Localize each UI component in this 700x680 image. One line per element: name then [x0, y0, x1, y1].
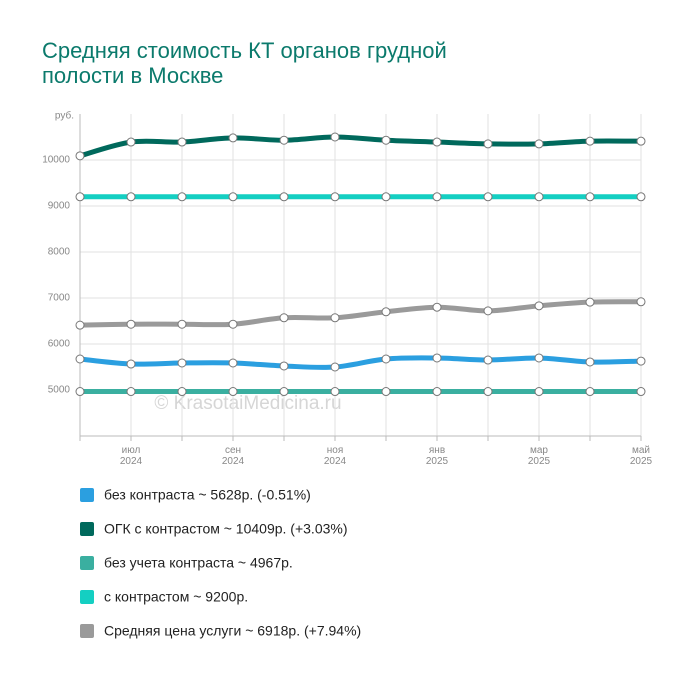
point [279, 313, 289, 323]
legend-swatch [80, 624, 94, 638]
legend-swatch [80, 556, 94, 570]
point [636, 356, 646, 366]
point [483, 192, 493, 202]
point [483, 387, 493, 397]
point [228, 358, 238, 368]
point [330, 362, 340, 372]
point [381, 354, 391, 364]
point [126, 192, 136, 202]
point [381, 307, 391, 317]
legend-label: без контраста ~ 5628р. (-0.51%) [104, 487, 311, 503]
point [177, 319, 187, 329]
point [585, 192, 595, 202]
point [126, 137, 136, 147]
y-tick-label: 5000 [48, 385, 71, 396]
point [75, 387, 85, 397]
legend-label: без учета контраста ~ 4967р. [104, 555, 293, 571]
point [75, 320, 85, 330]
point [483, 139, 493, 149]
point [432, 302, 442, 312]
series-line [77, 355, 644, 370]
point [483, 355, 493, 365]
point [483, 306, 493, 316]
x-tick-label: май 2025 [630, 445, 653, 467]
watermark: © KrasotaiMedicina.ru [154, 393, 341, 414]
point [279, 192, 289, 202]
point [177, 192, 187, 202]
y-tick-label: 7000 [48, 293, 71, 304]
x-tick-label: июл 2024 [120, 445, 143, 467]
legend-swatch [80, 590, 94, 604]
point [75, 192, 85, 202]
point [534, 301, 544, 311]
point [126, 387, 136, 397]
y-tick-label: 6000 [48, 339, 71, 350]
point [228, 192, 238, 202]
x-tick-label: ноя 2024 [324, 445, 347, 467]
point [228, 387, 238, 397]
x-tick-label: янв 2025 [426, 445, 449, 467]
point [381, 135, 391, 145]
point [279, 387, 289, 397]
legend-swatch [80, 522, 94, 536]
point [636, 387, 646, 397]
point [330, 313, 340, 323]
point [534, 139, 544, 149]
legend-label: ОГК с контрастом ~ 10409р. (+3.03%) [104, 521, 348, 537]
point [432, 137, 442, 147]
point [534, 192, 544, 202]
legend-swatch [80, 488, 94, 502]
point [432, 192, 442, 202]
point [75, 151, 85, 161]
point [330, 132, 340, 142]
x-tick-label: сен 2024 [222, 445, 245, 467]
point [534, 387, 544, 397]
series-line [77, 134, 644, 159]
y-axis-label: руб. [55, 110, 74, 122]
point [177, 137, 187, 147]
point [126, 359, 136, 369]
point [228, 319, 238, 329]
y-tick-label: 8000 [48, 247, 71, 258]
point [585, 297, 595, 307]
point [381, 192, 391, 202]
point [279, 361, 289, 371]
point [585, 136, 595, 146]
chart-title: Средняя стоимость КТ органов грудной пол… [42, 38, 447, 88]
point [636, 192, 646, 202]
point [330, 192, 340, 202]
point [585, 387, 595, 397]
point [177, 358, 187, 368]
point [75, 354, 85, 364]
point [585, 357, 595, 367]
point [330, 387, 340, 397]
point [126, 319, 136, 329]
x-tick-label: мар 2025 [528, 445, 551, 467]
point [381, 387, 391, 397]
legend-label: с контрастом ~ 9200р. [104, 589, 248, 605]
point [279, 135, 289, 145]
point [228, 133, 238, 143]
point [432, 387, 442, 397]
legend-label: Средняя цена услуги ~ 6918р. (+7.94%) [104, 623, 361, 639]
point [432, 353, 442, 363]
y-tick-label: 10000 [42, 155, 70, 166]
point [534, 353, 544, 363]
point [636, 297, 646, 307]
series-line [77, 299, 644, 328]
point [636, 136, 646, 146]
point [177, 387, 187, 397]
y-tick-label: 9000 [48, 201, 71, 212]
